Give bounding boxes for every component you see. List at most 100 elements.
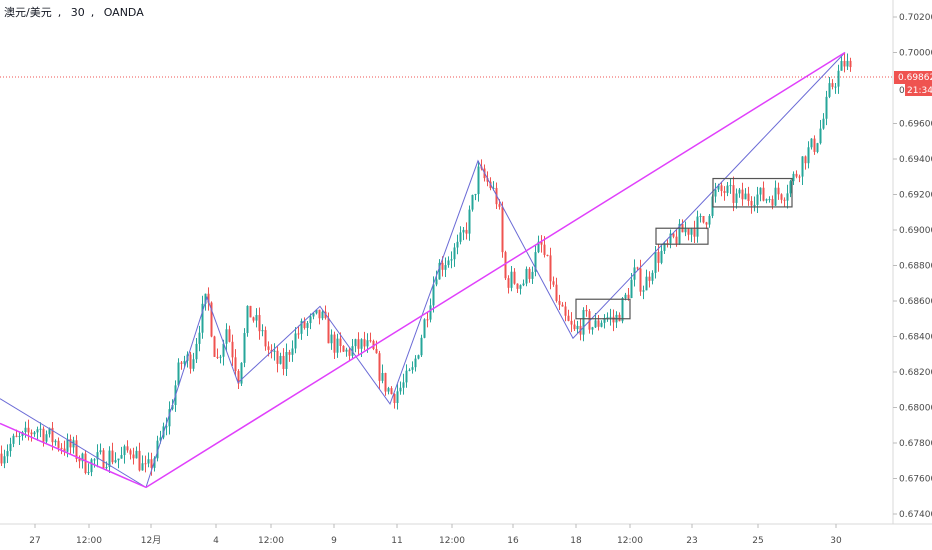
candle-body — [501, 206, 504, 253]
candle-body — [780, 194, 783, 200]
candle-body — [108, 450, 111, 467]
candle-body — [33, 432, 36, 435]
price-tag-value: 0.69862 — [898, 73, 932, 83]
candle-body — [150, 459, 153, 468]
candle-body — [837, 70, 840, 87]
candle-body — [759, 187, 762, 195]
trendline — [0, 422, 147, 489]
candle-body — [504, 252, 507, 279]
time-axis-label: 9 — [331, 536, 337, 546]
candle-body — [24, 427, 27, 433]
candle-body — [228, 329, 231, 342]
candle-body — [849, 60, 852, 68]
candle-body — [678, 223, 681, 244]
candle-body — [321, 311, 324, 319]
time-axis-label: 12:00 — [258, 536, 284, 546]
candle-body — [657, 251, 660, 263]
candle-body — [75, 440, 78, 459]
candle-body — [39, 428, 42, 430]
candle-body — [822, 118, 825, 129]
candle-body — [303, 320, 306, 328]
candle-body — [576, 325, 579, 330]
candle-body — [594, 320, 597, 328]
candle-body — [645, 276, 648, 291]
candle-body — [324, 311, 327, 319]
candle-body — [342, 345, 345, 352]
candle-body — [90, 459, 93, 473]
candle-body — [63, 448, 66, 452]
candle-body — [423, 319, 426, 338]
source-label: OANDA — [103, 6, 144, 19]
candle-body — [546, 254, 549, 256]
candle-body — [390, 388, 393, 395]
candle-body — [240, 362, 243, 384]
candle-body — [141, 463, 144, 471]
candle-body — [453, 247, 456, 260]
candle-body — [81, 453, 84, 462]
candle-body — [537, 241, 540, 253]
candle-body — [6, 451, 9, 457]
time-axis-label: 16 — [507, 536, 519, 546]
candle-body — [414, 358, 417, 368]
candle-body — [243, 333, 246, 363]
candle-body — [534, 252, 537, 272]
candle-body — [567, 315, 570, 321]
candle-body — [84, 453, 87, 473]
candle-body — [12, 435, 15, 444]
candle-body — [282, 355, 285, 369]
candle-body — [207, 293, 210, 303]
candle-body — [735, 193, 738, 203]
candle-body — [555, 284, 558, 301]
candle-body — [99, 450, 102, 453]
candle-body — [807, 147, 810, 164]
candle-body — [432, 284, 435, 306]
candle-body — [381, 372, 384, 381]
candle-body — [669, 233, 672, 244]
candle-body — [603, 317, 606, 323]
candle-body — [663, 243, 666, 251]
candle-body — [831, 83, 834, 87]
candle-body — [159, 437, 162, 441]
candle-body — [531, 271, 534, 279]
candle-body — [486, 178, 489, 182]
candle-body — [297, 333, 300, 335]
candle-body — [405, 370, 408, 383]
candle-body — [723, 191, 726, 193]
candle-body — [738, 189, 741, 194]
symbol-title[interactable]: 澳元/美元, 30, OANDA — [4, 4, 150, 20]
candle-body — [309, 316, 312, 324]
candle-body — [306, 323, 309, 328]
time-axis[interactable]: 27 12:00 12月 4 12:00 9 11 12:00 16 18 12:00 23 25 30 — [29, 524, 842, 546]
candle-body — [801, 156, 804, 177]
trendline — [145, 51, 846, 489]
candle-body — [810, 138, 813, 148]
candle-body — [51, 427, 54, 443]
interval-label: 30 — [70, 6, 85, 19]
candle-body — [720, 185, 723, 192]
time-axis-label: 23 — [686, 536, 697, 546]
candle-body — [819, 128, 822, 144]
candle-body — [450, 259, 453, 261]
candle-body — [96, 452, 99, 460]
candle-body — [600, 322, 603, 327]
price-tag: 0.69862 0. 21:34 — [894, 70, 932, 96]
candle-body — [330, 334, 333, 344]
candle-body — [312, 313, 315, 317]
candle-body — [519, 285, 522, 289]
candle-body — [828, 83, 831, 97]
candle-body — [378, 353, 381, 381]
candle-body — [399, 387, 402, 392]
candle-body — [456, 241, 459, 248]
candle-body — [582, 310, 585, 335]
candle-body — [528, 268, 531, 279]
candle-body — [285, 352, 288, 369]
candle-body — [768, 199, 771, 201]
candle-body — [249, 305, 252, 318]
